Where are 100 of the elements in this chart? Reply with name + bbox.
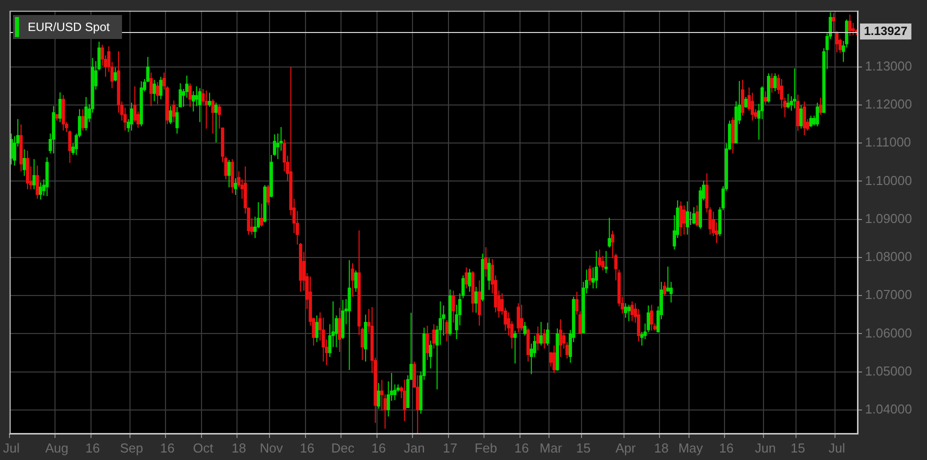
x-tick-label: Aug <box>45 440 68 456</box>
y-tick-label: 1.13000 <box>865 58 912 74</box>
y-tick-label: 1.12000 <box>865 96 912 112</box>
candlestick <box>350 262 354 298</box>
candlestick <box>81 108 84 132</box>
x-tick-label: 16 <box>160 440 175 456</box>
y-tick-label: 1.10000 <box>865 172 912 188</box>
candlestick <box>764 90 767 105</box>
candlestick <box>546 322 550 346</box>
x-tick-label: 18 <box>232 440 246 456</box>
candlestick <box>354 270 358 292</box>
y-tick-label: 1.08000 <box>865 249 912 264</box>
candlestick <box>22 148 26 176</box>
y-tick-label: 1.04000 <box>865 402 912 417</box>
candlestick <box>428 340 432 369</box>
y-tick-label: 1.07000 <box>865 287 912 302</box>
candlestick <box>175 106 179 134</box>
candlestick <box>227 159 231 188</box>
x-tick-label: Nov <box>260 440 284 456</box>
x-tick-label: 16 <box>514 440 529 456</box>
y-tick-label: 1.06000 <box>865 325 912 340</box>
candlestick <box>594 250 598 289</box>
candlestick <box>744 96 748 108</box>
candlestick <box>192 90 195 112</box>
candlestick <box>731 116 734 154</box>
y-tick-label: 1.05000 <box>865 363 912 378</box>
candlestick <box>194 86 198 107</box>
candlestick <box>172 100 176 123</box>
candlestick <box>478 280 481 326</box>
candlestick <box>156 82 160 105</box>
candlestick <box>272 134 276 156</box>
x-tick-label: 18 <box>654 440 669 456</box>
candlestick <box>58 92 62 123</box>
x-tick-label: 15 <box>790 440 806 456</box>
candlestick <box>552 345 556 374</box>
x-tick-label: 17 <box>442 440 458 456</box>
candlestick <box>770 72 774 94</box>
candlestick <box>848 14 852 36</box>
candlestick <box>679 200 682 237</box>
candlestick <box>792 68 796 109</box>
x-tick-label: Sep <box>120 440 144 456</box>
candlestick <box>84 96 88 132</box>
candlestick <box>598 248 602 268</box>
candlestick <box>662 281 666 296</box>
candlestick <box>204 90 208 130</box>
candlestick <box>558 318 562 358</box>
candlestick <box>178 82 182 108</box>
x-tick-label: Jan <box>404 440 425 456</box>
x-tick-label: 16 <box>85 440 100 456</box>
ref-line-label: 1.13927 <box>864 24 908 38</box>
candlestick <box>520 304 524 332</box>
candlestick <box>159 76 162 100</box>
candlestick <box>36 165 39 200</box>
x-tick-label: 15 <box>576 440 591 456</box>
candlestick <box>542 328 546 350</box>
candlestick <box>464 266 468 289</box>
candlestick <box>211 98 214 134</box>
y-tick-label: 1.09000 <box>865 210 912 226</box>
candlestick <box>315 314 318 343</box>
candlestick <box>474 286 478 314</box>
candlestick <box>588 264 592 286</box>
candlestick <box>513 330 517 364</box>
candlestick <box>773 72 777 92</box>
candlestick <box>266 184 270 206</box>
candlestick <box>452 290 455 324</box>
candlestick <box>208 92 212 108</box>
candlestick <box>426 325 429 361</box>
candlestick <box>650 304 654 332</box>
candlestick <box>348 260 351 370</box>
candlestick <box>575 291 578 316</box>
candlestick <box>549 352 552 368</box>
candlestick <box>188 82 192 108</box>
candlestick <box>692 206 696 225</box>
candlestick <box>260 203 264 228</box>
candlestick <box>432 324 436 350</box>
candlestick <box>666 266 670 292</box>
candlestick <box>740 79 744 116</box>
candlestick <box>809 115 812 128</box>
candlestick <box>624 302 628 318</box>
candlestick <box>832 12 836 34</box>
candlestick <box>816 102 819 127</box>
candlestick <box>198 88 202 123</box>
candlestick <box>786 93 790 109</box>
candlestick <box>376 382 380 410</box>
candlestick <box>799 104 803 130</box>
candlestick <box>338 307 342 353</box>
candlestick <box>630 300 634 322</box>
x-tick-label: Feb <box>474 440 498 456</box>
candlestick <box>608 217 611 248</box>
candlestick <box>604 250 608 274</box>
legend-label: EUR/USD Spot <box>28 20 110 34</box>
candlestick <box>402 379 406 422</box>
x-tick-label: Jun <box>754 440 776 456</box>
candlestick <box>149 72 153 107</box>
candlestick <box>214 102 218 143</box>
x-tick-label: Dec <box>331 440 355 456</box>
candlestick <box>686 200 689 236</box>
x-tick-label: Jul <box>828 440 846 456</box>
x-tick-label: 16 <box>371 440 386 456</box>
candlestick <box>516 302 520 334</box>
